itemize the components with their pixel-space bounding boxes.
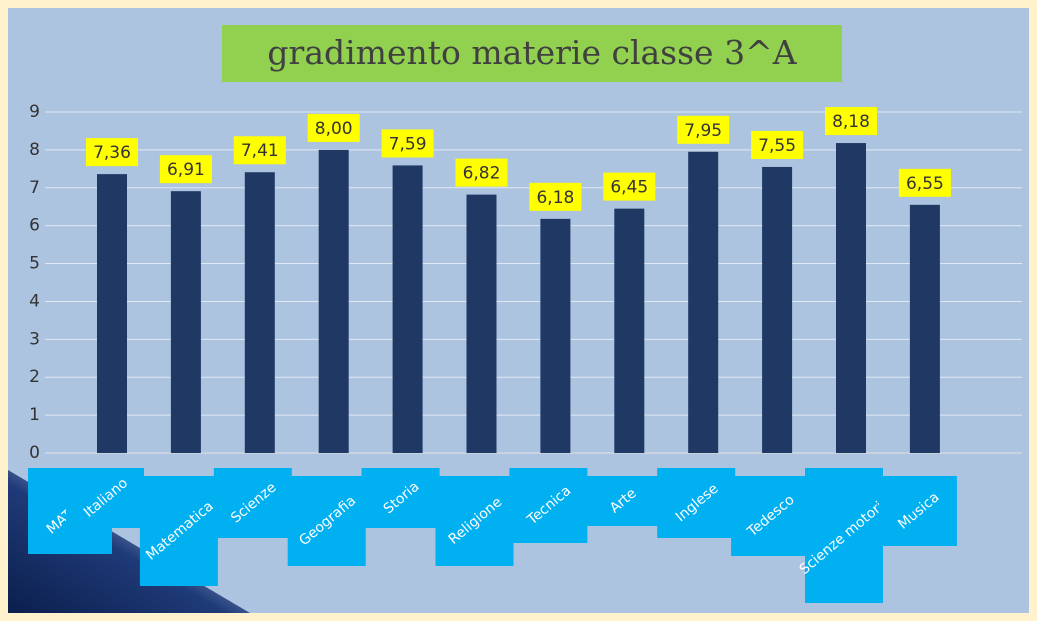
category-box <box>66 468 144 528</box>
category-box <box>509 468 588 543</box>
title-box <box>222 25 842 82</box>
value-label-box <box>233 136 286 165</box>
value-label: 6,18 <box>536 188 574 208</box>
value-label-box <box>529 182 582 211</box>
y-tick-label: 7 <box>29 178 40 198</box>
bar <box>836 143 866 453</box>
value-label-box <box>381 129 434 158</box>
y-tick-label: 5 <box>29 254 40 274</box>
value-label-box <box>825 107 877 136</box>
chart-title: gradimento materie classe 3^A <box>267 33 797 72</box>
value-label: 8,00 <box>315 119 353 139</box>
bar <box>762 166 793 453</box>
bar <box>318 149 349 453</box>
y-tick-label: 1 <box>29 405 40 425</box>
value-label: 6,45 <box>610 178 648 198</box>
bar <box>244 172 275 453</box>
value-label: 8,18 <box>832 112 870 132</box>
category-box <box>878 476 957 546</box>
value-label: 7,95 <box>684 121 722 141</box>
bar <box>392 165 423 453</box>
category-box <box>213 468 292 538</box>
y-tick-label: 0 <box>29 443 40 463</box>
category-box <box>805 468 883 603</box>
bar <box>466 194 497 453</box>
value-label-box <box>751 130 804 159</box>
category-box <box>287 476 366 566</box>
category-box <box>583 476 662 526</box>
value-label: 7,36 <box>93 143 131 163</box>
value-label: 7,55 <box>758 136 796 156</box>
category-box <box>435 476 514 566</box>
value-label-box <box>455 158 508 187</box>
value-label-box <box>159 155 212 184</box>
bar <box>97 174 127 454</box>
category-box <box>139 476 218 586</box>
bar <box>909 204 940 453</box>
value-label: 6,55 <box>906 174 944 194</box>
bar <box>688 151 719 454</box>
value-label: 7,59 <box>389 134 427 154</box>
bar <box>170 191 201 453</box>
bar <box>614 208 645 453</box>
y-tick-label: 2 <box>29 367 40 387</box>
value-label-box <box>307 113 360 142</box>
y-tick-label: 4 <box>29 291 40 311</box>
value-label-box <box>898 168 951 197</box>
y-tick-label: 9 <box>29 102 40 122</box>
bar <box>540 218 571 453</box>
value-label-box <box>677 115 730 144</box>
value-label-box <box>86 138 138 167</box>
y-tick-label: 8 <box>29 140 40 160</box>
value-label: 7,41 <box>241 141 279 161</box>
category-box <box>731 476 810 556</box>
category-box <box>657 468 736 538</box>
y-tick-label: 6 <box>29 216 40 236</box>
value-label: 6,91 <box>167 160 205 180</box>
value-label: 6,82 <box>463 164 501 184</box>
category-box <box>361 468 440 528</box>
value-label-box <box>603 172 656 201</box>
y-tick-label: 3 <box>29 329 40 349</box>
